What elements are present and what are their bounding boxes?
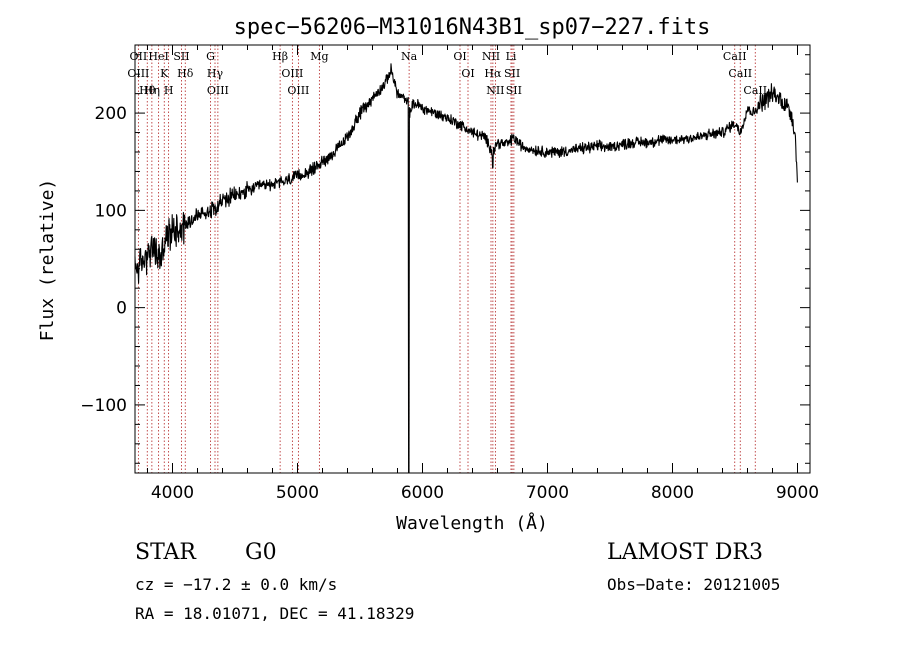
line-marker-label: Hθ [139,84,156,97]
line-marker-label: CaII [743,84,767,97]
spectrum-line [134,63,798,474]
plot-frame [134,44,811,474]
line-marker-label: Mg [310,50,328,63]
line-marker-label: G [206,50,215,63]
x-axis-label: Wavelength (Å) [396,512,548,534]
line-marker-label: HeI [148,50,168,63]
line-marker-label: OIII [281,67,303,80]
x-tick-label: 7000 [526,483,569,503]
line-marker-label: OIII [127,67,149,80]
emission-line-markers [137,45,756,473]
redshift-line: cz = −17.2 ± 0.0 km/s [135,575,338,594]
line-marker-label: OIII [207,84,229,97]
line-marker-label: OI [453,50,466,63]
y-axis: −100 0 100 200 [80,54,810,464]
object-subclass: G0 [245,540,277,565]
x-tick-label: 4000 [151,483,194,503]
x-tick-label: 6000 [401,483,444,503]
line-marker-label: OII [130,50,148,63]
y-axis-label: Flux (relative) [37,179,58,342]
x-tick-label: 9000 [776,483,819,503]
y-tick-label: 0 [116,299,127,319]
y-tick-label: 200 [95,104,127,124]
object-class: STAR [135,540,196,565]
line-marker-label: CaII [728,67,752,80]
x-tick-label: 5000 [276,483,319,503]
line-marker-label: OIII [287,84,309,97]
x-axis: 4000 5000 6000 7000 8000 9000 [147,45,819,503]
y-tick-label: −100 [80,396,127,416]
line-marker-label: Hδ [177,67,194,80]
line-marker-label: K [160,67,169,80]
chart-title: spec−56206−M31016N43B1_sp07−227.fits [234,15,711,40]
survey-name: LAMOST DR3 [607,540,763,565]
line-marker-label: H [164,84,174,97]
x-tick-label: 8000 [651,483,694,503]
line-marker-label: CaII [723,50,747,63]
line-marker-label: Na [401,50,418,63]
line-marker-label: NII [486,84,504,97]
line-marker-label: Li [506,50,517,63]
y-tick-label: 100 [95,201,127,221]
line-marker-label: SII [504,67,520,80]
line-marker-label: Hβ [272,50,288,63]
line-marker-label: Hα [484,67,502,80]
line-marker-label: Hη [144,84,160,97]
line-marker-label: NII [482,50,500,63]
line-marker-label: Hγ [207,67,224,80]
line-marker-label: SII [173,50,189,63]
line-marker-label: OI [461,67,474,80]
coordinates-line: RA = 18.01071, DEC = 41.18329 [135,604,415,623]
line-marker-label: SII [506,84,522,97]
obs-date-line: Obs−Date: 20121005 [607,575,781,594]
